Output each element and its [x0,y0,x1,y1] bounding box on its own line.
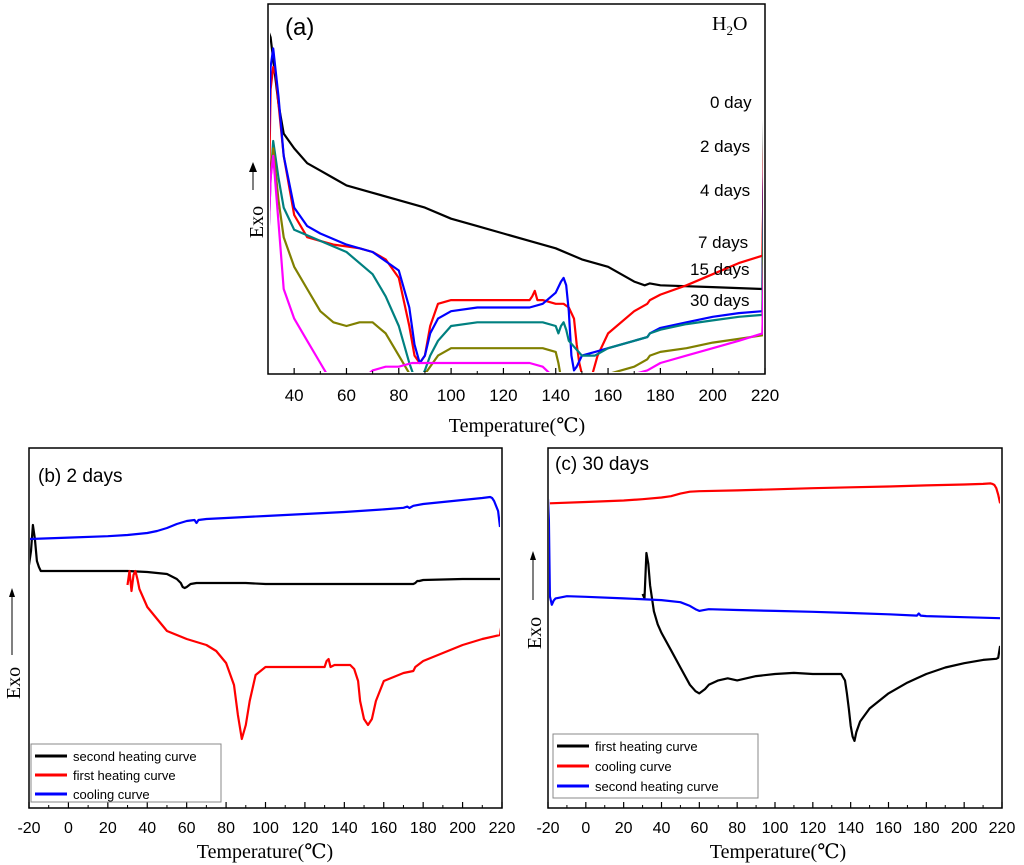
series-30-days-line [270,154,763,372]
curve-label-4-days: 4 days [700,181,750,200]
series-first-heating-curve-line [126,569,500,741]
curve-label-30-days: 30 days [690,291,750,310]
x-tick-label: 140 [837,820,864,837]
x-tick-label: 180 [410,820,437,837]
panel-a: 40 60 80 100 120 140 160 180 200 220 (a) H2O Temp… [246,3,779,437]
series-second-heating-curve-line [30,523,500,590]
panel-a-y-arrow [249,162,257,190]
panel-a-frame [267,3,766,375]
x-tick-label: 40 [653,820,671,837]
x-tick-label: 160 [370,820,397,837]
x-tick-label: 100 [252,820,279,837]
panel-c-x-axis-label: Temperature(℃) [710,841,846,863]
curve-label-15-days: 15 days [690,260,750,279]
x-tick-label: 200 [449,820,476,837]
x-tick-label: 220 [489,820,516,837]
x-tick-label: 0 [581,820,590,837]
x-tick-label: 120 [292,820,319,837]
legend-label-cooling-curve: cooling curve [595,759,672,774]
panel-c-y-axis-label: Exo [524,617,546,649]
x-tick-label: 200 [951,820,978,837]
panel-b-y-axis-label: Exo [3,667,25,699]
x-tick-label: 220 [751,386,779,405]
x-tick-label: 200 [698,386,726,405]
panel-b-curves [30,495,500,741]
x-tick-label: 100 [437,386,465,405]
panel-c-label: (c) 30 days [555,454,649,475]
panel-b-x-ticks: -20 0 20 40 60 80 100 120 140 160 180 200 220 [17,802,515,837]
series-second-heating-curve-line [549,498,1000,620]
x-tick-label: 100 [762,820,789,837]
panel-c-x-ticks: -20 0 20 40 60 80 100 120 140 160 180 200 220 [536,802,1015,837]
panel-b-x-axis-label: Temperature(℃) [197,841,333,863]
panel-a-header: H2O [712,13,747,38]
panel-a-y-axis-label: Exo [246,206,268,238]
series-cooling-curve-line [549,482,1000,505]
panel-b-label: (b) 2 days [38,466,122,487]
legend-label-cooling-curve: cooling curve [73,787,150,802]
panel-b-y-arrow [9,588,15,655]
series-cooling-curve-line [30,495,500,541]
x-tick-label: 0 [64,820,73,837]
x-tick-label: 40 [285,386,304,405]
x-tick-label: 140 [331,820,358,837]
x-tick-label: 40 [138,820,156,837]
x-tick-label: 120 [799,820,826,837]
x-tick-label: 80 [728,820,746,837]
x-tick-label: -20 [536,820,559,837]
x-tick-label: 60 [337,386,356,405]
series-7-days-line [270,139,763,372]
panel-a-curves [270,32,763,372]
legend-label-second-heating-curve: second heating curve [73,749,197,764]
x-tick-label: 120 [489,386,517,405]
x-tick-label: 60 [178,820,196,837]
legend-label-first-heating-curve: first heating curve [595,739,698,754]
panel-b-legend-box [30,743,222,803]
x-tick-label: 160 [875,820,902,837]
x-tick-label: 20 [99,820,117,837]
x-tick-label: 80 [389,386,408,405]
x-tick-label: 220 [989,820,1016,837]
curve-label-2-days: 2 days [700,137,750,156]
panel-c: -20 0 20 40 60 80 100 120 140 160 180 200 220 (c) 30… [524,447,1015,863]
panel-b-legend: second heating curve first heating curve c… [30,743,222,803]
x-tick-label: 180 [646,386,674,405]
series-0-day-line [270,32,763,291]
panel-a-label: (a) [285,14,314,41]
curve-label-7-days: 7 days [698,233,748,252]
series-first-heating-curve-line [641,551,1000,743]
x-tick-label: 60 [690,820,708,837]
x-tick-label: -20 [17,820,40,837]
panel-a-x-axis-label: Temperature(℃) [449,415,585,437]
x-tick-label: 140 [542,386,570,405]
legend-label-first-heating-curve: first heating curve [73,768,176,783]
x-tick-label: 180 [913,820,940,837]
panel-c-curves [549,482,1000,743]
legend-label-second-heating-curve: second heating curve [595,779,719,794]
x-tick-label: 80 [217,820,235,837]
panel-b: -20 0 20 40 60 80 100 120 140 160 180 200 220 (b) 2 … [3,447,515,863]
x-tick-label: 20 [615,820,633,837]
series-2-days-line [270,65,763,372]
panel-a-x-ticks: 40 60 80 100 120 140 160 180 200 220 [285,368,779,405]
panel-a-curve-labels: 0 day 2 days 4 days 7 days 15 days 30 days [690,93,752,310]
curve-label-0-day: 0 day [710,93,752,112]
x-tick-label: 160 [594,386,622,405]
series-15-days-line [270,147,763,372]
panel-c-legend: first heating curve cooling curve second h… [552,733,759,799]
panel-c-y-arrow [530,551,536,600]
